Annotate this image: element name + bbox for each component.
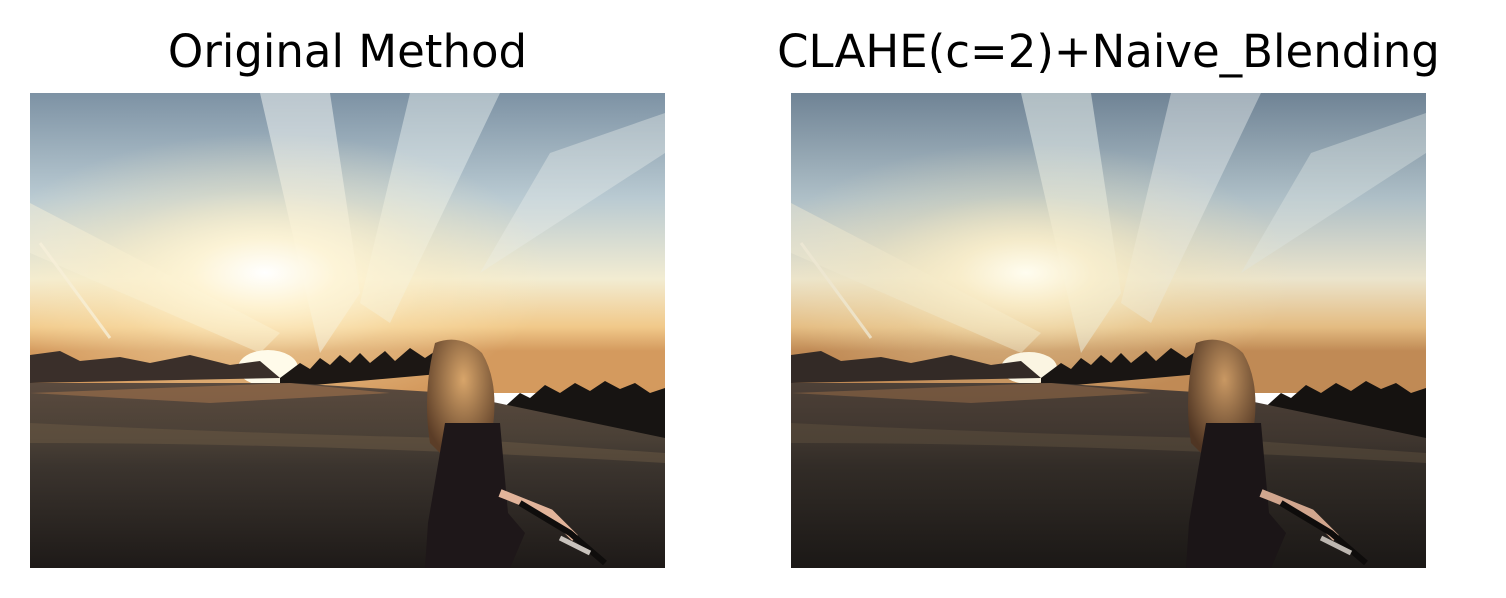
- panel-title-original: Original Method: [167, 25, 528, 78]
- sunset-photo-clahe: [791, 93, 1426, 568]
- sunset-photo-original: [30, 93, 665, 568]
- panel-title-clahe: CLAHE(c=2)+Naive_Blending: [777, 25, 1440, 78]
